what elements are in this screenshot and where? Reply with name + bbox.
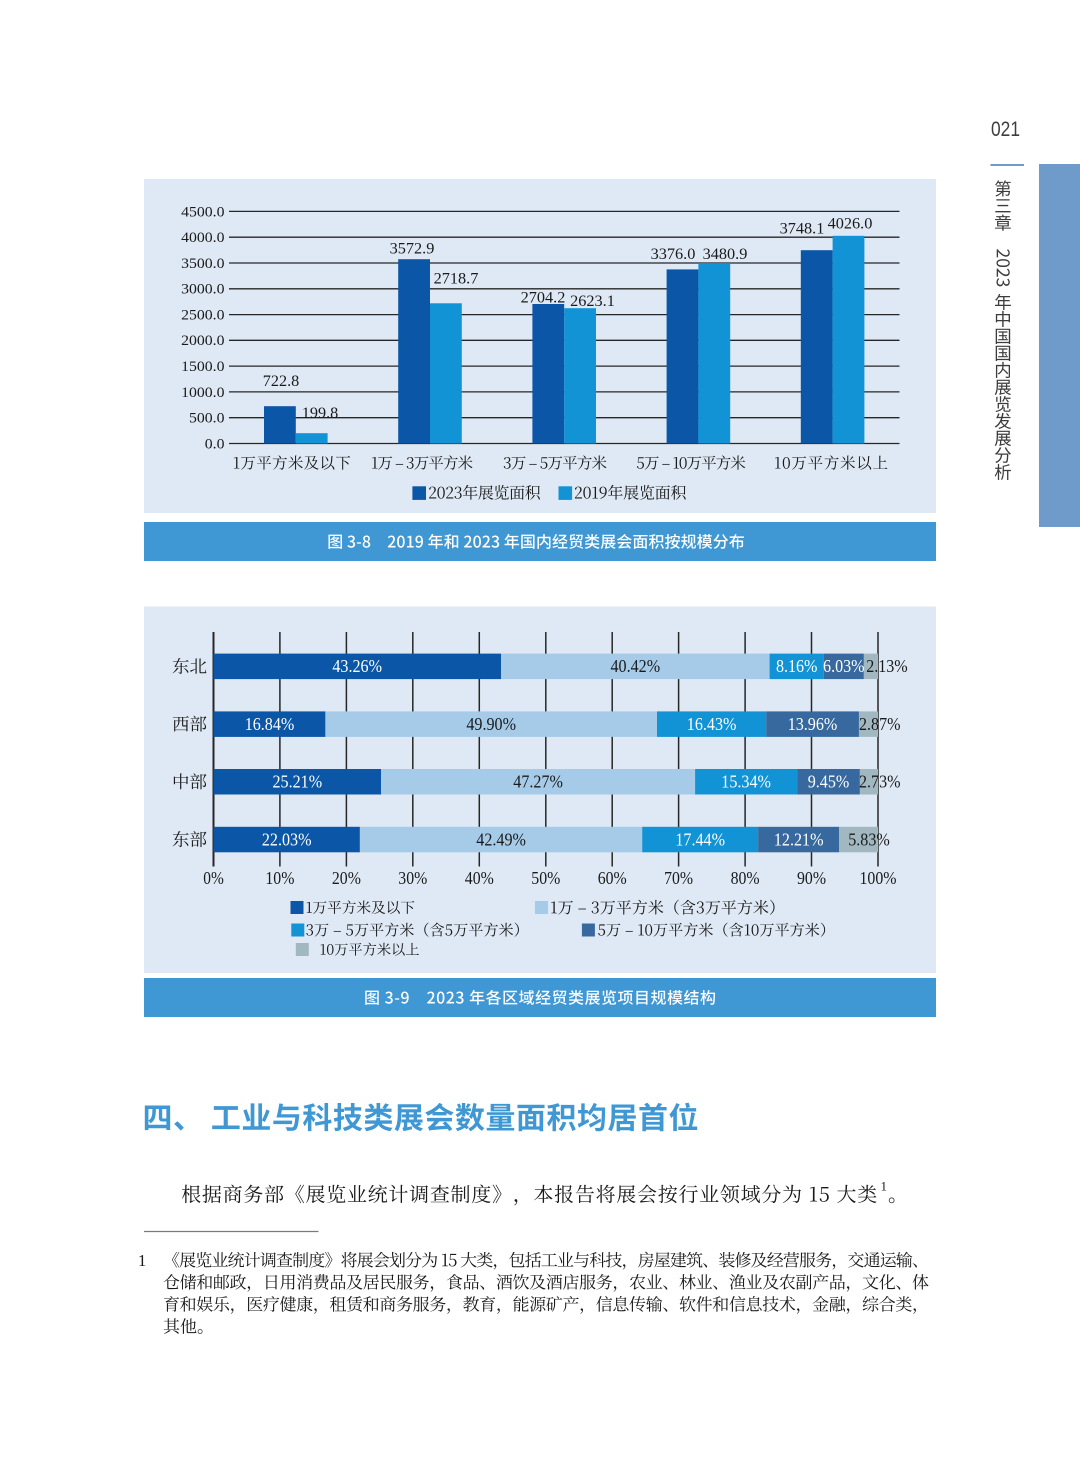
svg-text:3500.0: 3500.0 bbox=[181, 256, 224, 272]
svg-text:2000.0: 2000.0 bbox=[181, 333, 224, 349]
svg-text:43.26%: 43.26% bbox=[332, 656, 382, 676]
svg-text:2704.2: 2704.2 bbox=[521, 290, 566, 307]
svg-text:25.21%: 25.21% bbox=[273, 772, 323, 792]
svg-text:500.0: 500.0 bbox=[189, 411, 225, 427]
svg-text:4500.0: 4500.0 bbox=[181, 204, 224, 220]
svg-text:13.96%: 13.96% bbox=[788, 714, 838, 734]
svg-text:70%: 70% bbox=[664, 868, 693, 888]
svg-text:1: 1 bbox=[881, 1179, 888, 1194]
svg-text:40%: 40% bbox=[465, 868, 494, 888]
svg-text:22.03%: 22.03% bbox=[262, 829, 312, 849]
svg-text:1000.0: 1000.0 bbox=[181, 385, 224, 401]
svg-text:3000.0: 3000.0 bbox=[181, 282, 224, 298]
svg-text:100%: 100% bbox=[860, 868, 897, 888]
svg-text:49.90%: 49.90% bbox=[466, 714, 516, 734]
svg-text:17.44%: 17.44% bbox=[675, 829, 725, 849]
svg-text:2.73%: 2.73% bbox=[859, 772, 901, 792]
svg-text:4000.0: 4000.0 bbox=[181, 230, 224, 246]
svg-text:3480.9: 3480.9 bbox=[703, 246, 748, 263]
svg-text:10%: 10% bbox=[265, 868, 294, 888]
svg-text:15.34%: 15.34% bbox=[721, 772, 771, 792]
svg-text:2623.1: 2623.1 bbox=[570, 293, 615, 310]
svg-text:0%: 0% bbox=[203, 868, 224, 888]
svg-text:0.0: 0.0 bbox=[205, 436, 225, 452]
svg-text:2718.7: 2718.7 bbox=[434, 271, 479, 288]
svg-text:20%: 20% bbox=[332, 868, 361, 888]
svg-text:1: 1 bbox=[138, 1251, 147, 1270]
svg-text:722.8: 722.8 bbox=[263, 373, 300, 390]
svg-text:90%: 90% bbox=[797, 868, 826, 888]
svg-text:12.21%: 12.21% bbox=[774, 829, 824, 849]
svg-text:3572.9: 3572.9 bbox=[390, 241, 435, 258]
svg-text:50%: 50% bbox=[531, 868, 560, 888]
svg-text:5.83%: 5.83% bbox=[848, 829, 890, 849]
svg-text:16.43%: 16.43% bbox=[687, 714, 737, 734]
svg-text:2.87%: 2.87% bbox=[859, 714, 901, 734]
svg-text:3748.1: 3748.1 bbox=[780, 221, 825, 238]
svg-text:8.16%: 8.16% bbox=[776, 656, 818, 676]
svg-text:16.84%: 16.84% bbox=[245, 714, 295, 734]
svg-text:40.42%: 40.42% bbox=[611, 656, 661, 676]
svg-text:9.45%: 9.45% bbox=[808, 772, 850, 792]
svg-text:2.13%: 2.13% bbox=[866, 656, 908, 676]
svg-text:021: 021 bbox=[991, 118, 1020, 141]
svg-text:199.8: 199.8 bbox=[302, 405, 339, 422]
svg-text:1500.0: 1500.0 bbox=[181, 359, 224, 375]
svg-text:80%: 80% bbox=[731, 868, 760, 888]
svg-text:30%: 30% bbox=[398, 868, 427, 888]
svg-text:47.27%: 47.27% bbox=[513, 772, 563, 792]
svg-text:6.03%: 6.03% bbox=[823, 656, 865, 676]
svg-text:60%: 60% bbox=[598, 868, 627, 888]
svg-text:3376.0: 3376.0 bbox=[651, 246, 696, 263]
svg-text:2500.0: 2500.0 bbox=[181, 307, 224, 323]
svg-text:4026.0: 4026.0 bbox=[828, 215, 873, 232]
svg-text:42.49%: 42.49% bbox=[476, 829, 526, 849]
